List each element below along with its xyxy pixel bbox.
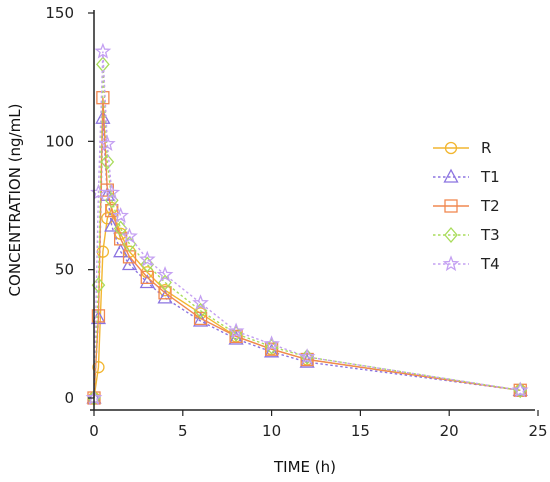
data-point-t2 bbox=[193, 311, 208, 326]
legend-item-r: R bbox=[433, 139, 491, 157]
data-point-r bbox=[101, 212, 114, 225]
series-line-t4 bbox=[93, 51, 521, 399]
legend-item-t3: T3 bbox=[433, 226, 500, 244]
plot-area bbox=[85, 42, 529, 406]
data-point-t2 bbox=[158, 286, 172, 300]
series-t4 bbox=[85, 42, 529, 406]
y-tick-label: 50 bbox=[55, 261, 74, 279]
series-t3 bbox=[87, 56, 528, 406]
legend-item-t2: T2 bbox=[433, 197, 500, 215]
data-point-t1 bbox=[157, 289, 173, 304]
data-point-t4 bbox=[298, 348, 316, 365]
legend-label-t2: T2 bbox=[480, 197, 500, 215]
legend: R T1 T2 T3 T4 bbox=[433, 139, 500, 273]
data-point-t4 bbox=[156, 265, 174, 282]
legend-label-t3: T3 bbox=[480, 226, 500, 244]
legend-marker-t1 bbox=[443, 168, 459, 183]
data-point-t4 bbox=[112, 206, 130, 223]
series-r bbox=[87, 201, 527, 405]
x-tick-label: 15 bbox=[351, 422, 370, 440]
data-point-t3 bbox=[96, 56, 110, 73]
x-tick-label: 10 bbox=[262, 422, 281, 440]
data-point-t1 bbox=[139, 274, 155, 289]
series-line-t3 bbox=[93, 64, 521, 399]
x-tick-label: 0 bbox=[89, 422, 99, 440]
legend-marker-r bbox=[444, 141, 458, 155]
legend-marker-t3 bbox=[444, 227, 458, 243]
legend-marker-t4 bbox=[442, 255, 460, 272]
axes bbox=[90, 10, 535, 411]
data-point-t4 bbox=[227, 322, 245, 339]
legend-marker-t2 bbox=[444, 199, 458, 213]
legend-label-t1: T1 bbox=[480, 168, 500, 186]
legend-label-t4: T4 bbox=[480, 255, 500, 273]
data-point-t2 bbox=[91, 309, 106, 323]
data-point-t4 bbox=[94, 42, 112, 59]
x-tick-label: 20 bbox=[440, 422, 459, 440]
data-point-t4 bbox=[121, 227, 138, 244]
y-axis-title: CONCENTRATION (ng/mL) bbox=[6, 104, 24, 297]
data-point-t4 bbox=[98, 135, 116, 152]
data-point-t2 bbox=[300, 352, 314, 367]
data-point-t4 bbox=[192, 294, 209, 311]
data-point-t1 bbox=[104, 217, 120, 232]
y-tick-label: 150 bbox=[45, 4, 74, 22]
legend-item-t1: T1 bbox=[433, 168, 500, 186]
data-point-t2 bbox=[105, 203, 119, 218]
y-tick-label: 100 bbox=[45, 132, 74, 150]
data-point-t1 bbox=[121, 256, 138, 271]
data-point-t4 bbox=[511, 381, 529, 398]
x-tick-label: 5 bbox=[178, 422, 188, 440]
data-point-t4 bbox=[263, 335, 280, 352]
data-point-t2 bbox=[229, 329, 243, 344]
data-point-r bbox=[92, 361, 105, 374]
legend-item-t4: T4 bbox=[433, 255, 500, 273]
y-tick-label: 0 bbox=[64, 389, 74, 407]
ticks: 0 5 10 15 20 25 0 50 100 150 bbox=[45, 4, 547, 440]
data-point-t2 bbox=[264, 342, 279, 356]
data-point-t4 bbox=[103, 183, 121, 200]
data-point-t3 bbox=[113, 220, 128, 237]
x-axis-title: TIME (h) bbox=[273, 458, 336, 476]
x-tick-label: 25 bbox=[528, 422, 547, 440]
data-point-t4 bbox=[138, 250, 156, 267]
data-point-t3 bbox=[100, 153, 115, 170]
legend-label-r: R bbox=[481, 139, 491, 157]
